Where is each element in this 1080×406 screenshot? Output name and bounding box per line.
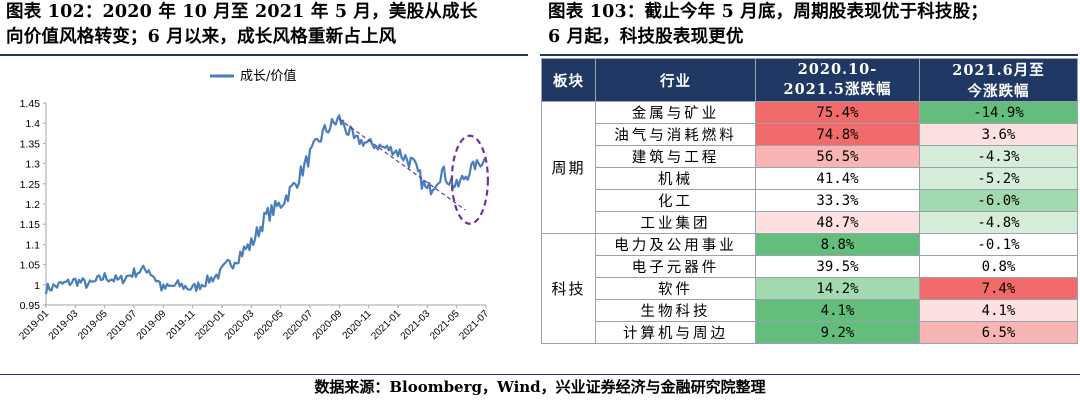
y-tick-label: 1.2 — [25, 199, 40, 211]
y-tick-label: 1.45 — [20, 98, 41, 110]
x-tick-label: 2020-05 — [252, 308, 286, 342]
x-tick-label: 2021-03 — [399, 308, 433, 342]
growth-value-line-chart: 0.95 1 1.05 1.1 1.15 1.2 1.25 1.3 1.35 1.4 1.45 201… — [17, 68, 491, 342]
change-2021-cell: -4.3% — [919, 145, 1078, 168]
y-tick-label: 1.25 — [20, 179, 41, 191]
industry-cell: 金属与矿业 — [595, 101, 756, 124]
y-tick-label: 1.1 — [25, 239, 40, 251]
sector-performance-table: 板块 行业 2020.10- 2021.5涨跌幅 2021.6月至 今涨跌幅 周期金… — [541, 58, 1078, 344]
caption-rule-right — [540, 54, 1078, 56]
change-2020-cell: 74.8% — [755, 123, 920, 146]
change-2020-cell: 9.2% — [755, 321, 920, 344]
x-tick-label: 2021-01 — [369, 308, 403, 342]
x-tick-label: 2021-07 — [457, 308, 491, 342]
change-2021-cell: 0.8% — [919, 255, 1078, 278]
x-tick-label: 2020-01 — [193, 308, 227, 342]
caption-rule-left — [0, 54, 528, 56]
caption-line: 图表 103：截止今年 5 月底，周期股表现优于科技股； — [548, 2, 989, 22]
change-2020-cell: 75.4% — [755, 101, 920, 124]
table-header-row: 板块 行业 2020.10- 2021.5涨跌幅 2021.6月至 今涨跌幅 — [541, 58, 1078, 102]
y-tick-label: 1 — [34, 280, 40, 292]
change-2020-cell: 39.5% — [755, 255, 920, 278]
industry-cell: 机械 — [595, 167, 756, 190]
table-row: 建筑与工程 56.5% -4.3% — [542, 145, 1078, 168]
caption-line: 6 月起，科技股表现更优 — [548, 27, 744, 47]
table-row: 周期 金属与矿业 75.4% -14.9% — [541, 101, 1078, 234]
change-2021-cell: 7.4% — [919, 277, 1078, 300]
y-tick-label: 1.35 — [20, 138, 41, 150]
table-row: 计算机与周边 9.2% 6.5% — [542, 321, 1078, 344]
industry-cell: 工业集团 — [595, 211, 756, 234]
table-row: 生物科技 4.1% 4.1% — [542, 299, 1078, 322]
industry-cell: 油气与消耗燃料 — [595, 123, 756, 146]
x-tick-label: 2019-09 — [135, 308, 169, 342]
caption-line: 图表 102：2020 年 10 月至 2021 年 5 月，美股从成长 — [6, 2, 478, 22]
legend-label: 成长/价值 — [240, 68, 296, 84]
industry-cell: 化工 — [595, 189, 756, 212]
x-tick-label: 2020-07 — [281, 308, 315, 342]
change-2020-cell: 48.7% — [755, 211, 920, 234]
change-2021-cell: 3.6% — [919, 123, 1078, 146]
industry-cell: 计算机与周边 — [595, 321, 756, 344]
x-tick-label: 2021-05 — [428, 308, 462, 342]
y-tick-label: 0.95 — [20, 300, 41, 312]
data-source-note: 数据来源：Bloomberg，Wind，兴业证券经济与金融研究院整理 — [314, 378, 766, 396]
industry-cell: 电子元器件 — [595, 255, 756, 278]
change-2021-cell: -5.2% — [919, 167, 1078, 190]
y-tick-label: 1.4 — [25, 118, 40, 130]
change-2021-cell: -14.9% — [919, 101, 1078, 124]
caption-line: 向价值风格转变；6 月以来，成长风格重新占上风 — [6, 27, 397, 47]
x-tick-label: 2019-11 — [165, 308, 199, 342]
header-sector: 板块 — [541, 58, 596, 102]
x-tick-label: 2020-03 — [223, 308, 257, 342]
table-row: 软件 14.2% 7.4% — [542, 277, 1078, 300]
industry-cell: 生物科技 — [595, 299, 756, 322]
x-tick-label: 2019-07 — [105, 308, 139, 342]
bottom-rule — [0, 374, 1080, 375]
change-2020-cell: 33.3% — [755, 189, 920, 212]
series-line-growth-value — [44, 114, 487, 295]
header-change-1: 2020.10- 2021.5涨跌幅 — [755, 58, 920, 102]
industry-cell: 建筑与工程 — [595, 145, 756, 168]
figure-102-caption: 图表 102：2020 年 10 月至 2021 年 5 月，美股从成长 向价值… — [6, 0, 526, 50]
x-tick-label: 2020-11 — [341, 308, 375, 342]
change-2021-cell: -6.0% — [919, 189, 1078, 212]
header-change-2: 2021.6月至 今涨跌幅 — [919, 58, 1078, 102]
change-2020-cell: 4.1% — [755, 299, 920, 322]
change-2021-cell: -0.1% — [919, 233, 1078, 256]
highlight-dashed-ellipse — [450, 134, 489, 225]
change-2020-cell: 41.4% — [755, 167, 920, 190]
trend-dashed-line — [338, 118, 466, 211]
industry-cell: 软件 — [595, 277, 756, 300]
table-row: 科技 电力及公用事业 8.8% -0.1% — [541, 233, 1078, 344]
x-tick-label: 2019-01 — [17, 308, 51, 342]
change-2020-cell: 56.5% — [755, 145, 920, 168]
y-tick-label: 1.05 — [20, 260, 41, 272]
y-tick-label: 1.3 — [25, 159, 40, 171]
table-row: 机械 41.4% -5.2% — [542, 167, 1078, 190]
table-row: 化工 33.3% -6.0% — [542, 189, 1078, 212]
table-row: 工业集团 48.7% -4.8% — [542, 211, 1078, 234]
header-industry: 行业 — [595, 58, 756, 102]
sector-cell: 周期 — [541, 101, 596, 234]
sector-cell: 科技 — [541, 233, 596, 344]
change-2021-cell: -4.8% — [919, 211, 1078, 234]
x-tick-label: 2019-05 — [76, 308, 110, 342]
change-2021-cell: 4.1% — [919, 299, 1078, 322]
table-row: 电子元器件 39.5% 0.8% — [542, 255, 1078, 278]
y-tick-label: 1.15 — [20, 219, 41, 231]
figure-103-caption: 图表 103：截止今年 5 月底，周期股表现优于科技股； 6 月起，科技股表现更… — [548, 0, 1068, 50]
change-2020-cell: 14.2% — [755, 277, 920, 300]
x-tick-label: 2019-03 — [47, 308, 81, 342]
industry-cell: 电力及公用事业 — [595, 233, 756, 256]
change-2021-cell: 6.5% — [919, 321, 1078, 344]
x-tick-label: 2020-09 — [311, 308, 345, 342]
change-2020-cell: 8.8% — [755, 233, 920, 256]
table-row: 油气与消耗燃料 74.8% 3.6% — [542, 123, 1078, 146]
